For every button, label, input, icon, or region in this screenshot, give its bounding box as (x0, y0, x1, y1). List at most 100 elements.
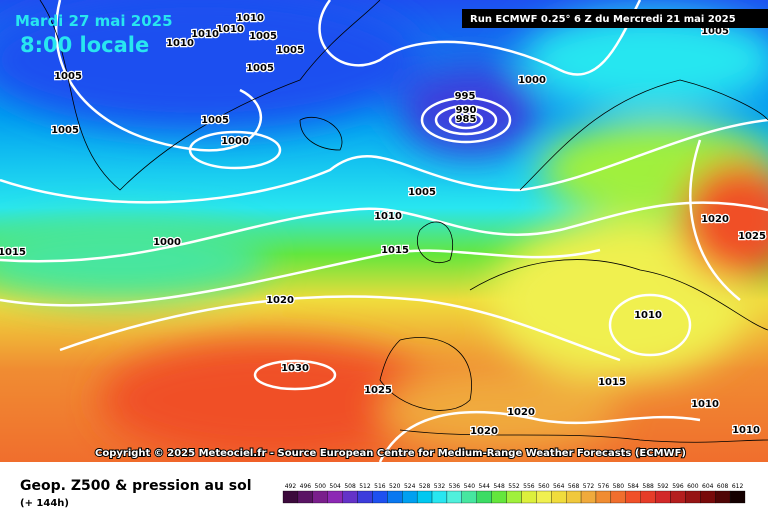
isobar-label: 985 (456, 114, 477, 125)
colorbar-swatch (357, 490, 373, 504)
colorbar-label: 544 (478, 483, 490, 490)
colorbar-swatch (670, 490, 686, 504)
isobar-label: 1010 (191, 29, 219, 40)
colorbar-label: 592 (657, 483, 669, 490)
colorbar-swatch (610, 490, 626, 504)
run-title: Run ECMWF 0.25° 6 Z du Mercredi 21 mai 2… (470, 14, 736, 25)
isobar-label: 1005 (246, 63, 274, 74)
isobar-label: 1010 (732, 425, 760, 436)
isobar-label: 1015 (0, 247, 26, 258)
colorbar-swatch (491, 490, 507, 504)
colorbar-swatch (729, 490, 746, 504)
colorbar-label: 540 (464, 483, 476, 490)
isobar-label: 1025 (364, 385, 392, 396)
colorbar-label: 516 (374, 483, 386, 490)
colorbar-label: 500 (315, 483, 327, 490)
colorbar-label: 536 (449, 483, 461, 490)
colorbar-swatch (685, 490, 701, 504)
isobar-label: 1000 (221, 136, 249, 147)
colorbar-label: 552 (508, 483, 520, 490)
colorbar-swatch (625, 490, 641, 504)
colorbar-swatch (461, 490, 477, 504)
colorbar-label: 556 (523, 483, 535, 490)
colorbar-label: 584 (627, 483, 639, 490)
colorbar-label: 492 (285, 483, 297, 490)
colorbar-swatch (551, 490, 567, 504)
colorbar-label: 600 (687, 483, 699, 490)
colorbar-swatch (715, 490, 731, 504)
run-box (462, 9, 768, 28)
colorbar-swatch (640, 490, 656, 504)
colorbar-swatch (700, 490, 716, 504)
colorbar-label: 524 (404, 483, 416, 490)
time: 8:00 locale (20, 33, 149, 57)
isobars (0, 0, 768, 462)
colorbar-swatch (566, 490, 582, 504)
colorbar-swatch (327, 490, 343, 504)
colorbar-swatch (342, 490, 358, 504)
colorbar-label: 548 (493, 483, 505, 490)
isobar-labels: 1010101010101010100510051005100510051005… (0, 12, 767, 439)
date: Mardi 27 mai 2025 (15, 12, 173, 30)
isobar-label: 1000 (153, 237, 181, 248)
isobar-label: 1030 (281, 363, 309, 374)
colorbar-label: 576 (598, 483, 610, 490)
colorbar-label: 564 (553, 483, 565, 490)
colorbar-swatch (431, 490, 448, 504)
isobar-label: 1010 (216, 24, 244, 35)
footer-lead: (+ 144h) (20, 498, 69, 509)
colorbar-swatch (387, 490, 403, 504)
colorbar-label: 568 (568, 483, 580, 490)
isobar-label: 1000 (518, 75, 546, 86)
colorbar-swatch (297, 490, 313, 504)
colorbar: 492 496 500 504 508 512 516 520 524 528 532 536 540 5… (282, 483, 746, 504)
copyright: Copyright © 2025 Meteociel.fr - Source E… (95, 448, 686, 459)
colorbar-label: 572 (583, 483, 595, 490)
colorbar-swatch (476, 490, 492, 504)
colorbar-swatch (312, 490, 328, 504)
colorbar-swatch (416, 490, 433, 504)
isobar-label: 1015 (598, 377, 626, 388)
colorbar-swatch (446, 490, 462, 504)
isobar-label: 995 (455, 91, 476, 102)
isobar-label: 1010 (634, 310, 662, 321)
isobar-label: 1025 (738, 231, 766, 242)
colorbar-swatch (402, 490, 418, 504)
isobar-label: 1015 (381, 245, 409, 256)
isobar-label: 1005 (54, 71, 82, 82)
colorbar-swatch (372, 490, 388, 504)
colorbar-label: 588 (642, 483, 654, 490)
isobar-label: 990 (456, 105, 477, 116)
colorbar-label: 496 (300, 483, 312, 490)
colorbar-swatch (282, 490, 299, 504)
colorbar-label: 520 (389, 483, 401, 490)
colorbar-swatch (655, 490, 671, 504)
colorbar-label: 528 (419, 483, 431, 490)
colorbar-label: 596 (672, 483, 684, 490)
isobar-label: 1020 (701, 214, 729, 225)
isobar-label: 1005 (51, 125, 79, 136)
isobar-label: 1010 (374, 211, 402, 222)
isobar-label: 1020 (266, 295, 294, 306)
colorbar-label: 512 (359, 483, 371, 490)
colorbar-swatch (580, 490, 597, 504)
colorbar-label: 580 (613, 483, 625, 490)
colorbar-swatch (506, 490, 522, 504)
colorbar-swatch (536, 490, 552, 504)
colorbar-swatch (521, 490, 537, 504)
colorbar-label: 612 (732, 483, 744, 490)
colorbar-label: 504 (329, 483, 341, 490)
colorbar-swatch (595, 490, 612, 504)
isobar-label: 1010 (166, 38, 194, 49)
isobar-label: 1005 (201, 115, 229, 126)
isobar-label: 1010 (691, 399, 719, 410)
colorbar-label: 532 (434, 483, 446, 490)
colorbar-label: 560 (538, 483, 550, 490)
footer-background (0, 462, 768, 512)
isobar-label: 1005 (701, 26, 729, 37)
isobar-label: 1020 (470, 426, 498, 437)
colorbar-label: 508 (344, 483, 356, 490)
isobar-label: 1010 (236, 13, 264, 24)
isobar-label: 1005 (276, 45, 304, 56)
